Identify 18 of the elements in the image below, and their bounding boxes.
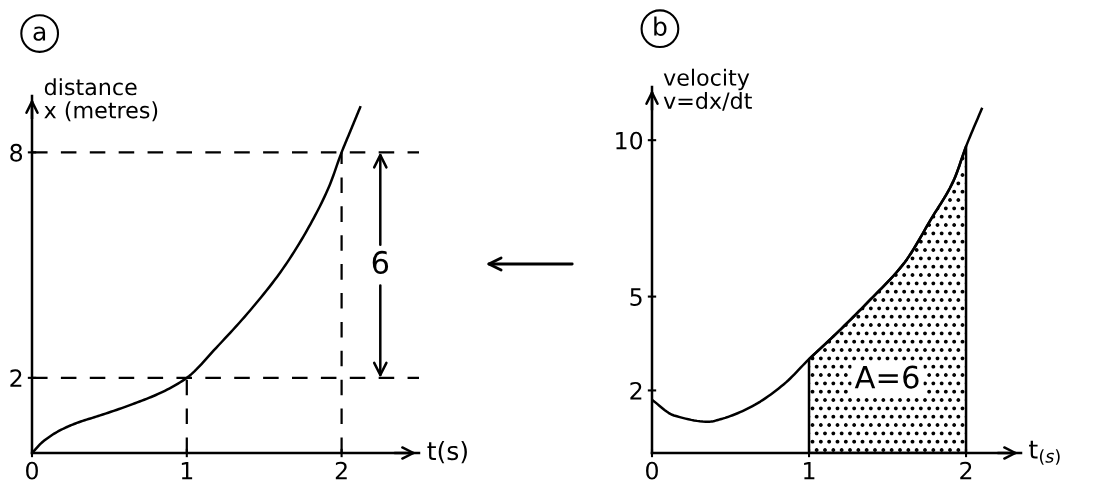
- y-axis-title: velocity v=dx/dt: [663, 68, 752, 111]
- x-tick-label: 2: [335, 461, 347, 480]
- y-tick-label: 10: [616, 131, 643, 150]
- annotation: A=6: [854, 365, 919, 389]
- x-axis-title: t$_{(s)}$: [1029, 440, 1060, 465]
- x-tick-label: 1: [181, 462, 193, 480]
- y-tick-label: 2: [630, 381, 642, 400]
- x-axis-title: t(s): [427, 440, 467, 464]
- x-tick-label: 0: [646, 461, 658, 480]
- x-tick-label: 1: [804, 462, 815, 480]
- chart-title: a: [33, 26, 46, 41]
- annotation: 6: [372, 250, 389, 274]
- y-tick-label: 8: [10, 143, 23, 162]
- y-tick-label: 5: [630, 288, 642, 306]
- chart-title: b: [654, 16, 667, 36]
- y-axis-title: distance x (metres): [44, 78, 158, 122]
- x-tick-label: 2: [960, 461, 972, 480]
- x-tick-label: 0: [26, 461, 38, 480]
